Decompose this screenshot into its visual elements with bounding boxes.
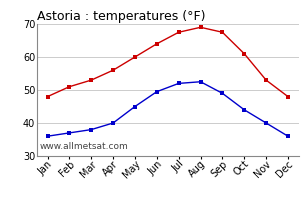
Text: Astoria : temperatures (°F): Astoria : temperatures (°F): [37, 10, 205, 23]
Text: www.allmetsat.com: www.allmetsat.com: [39, 142, 128, 151]
